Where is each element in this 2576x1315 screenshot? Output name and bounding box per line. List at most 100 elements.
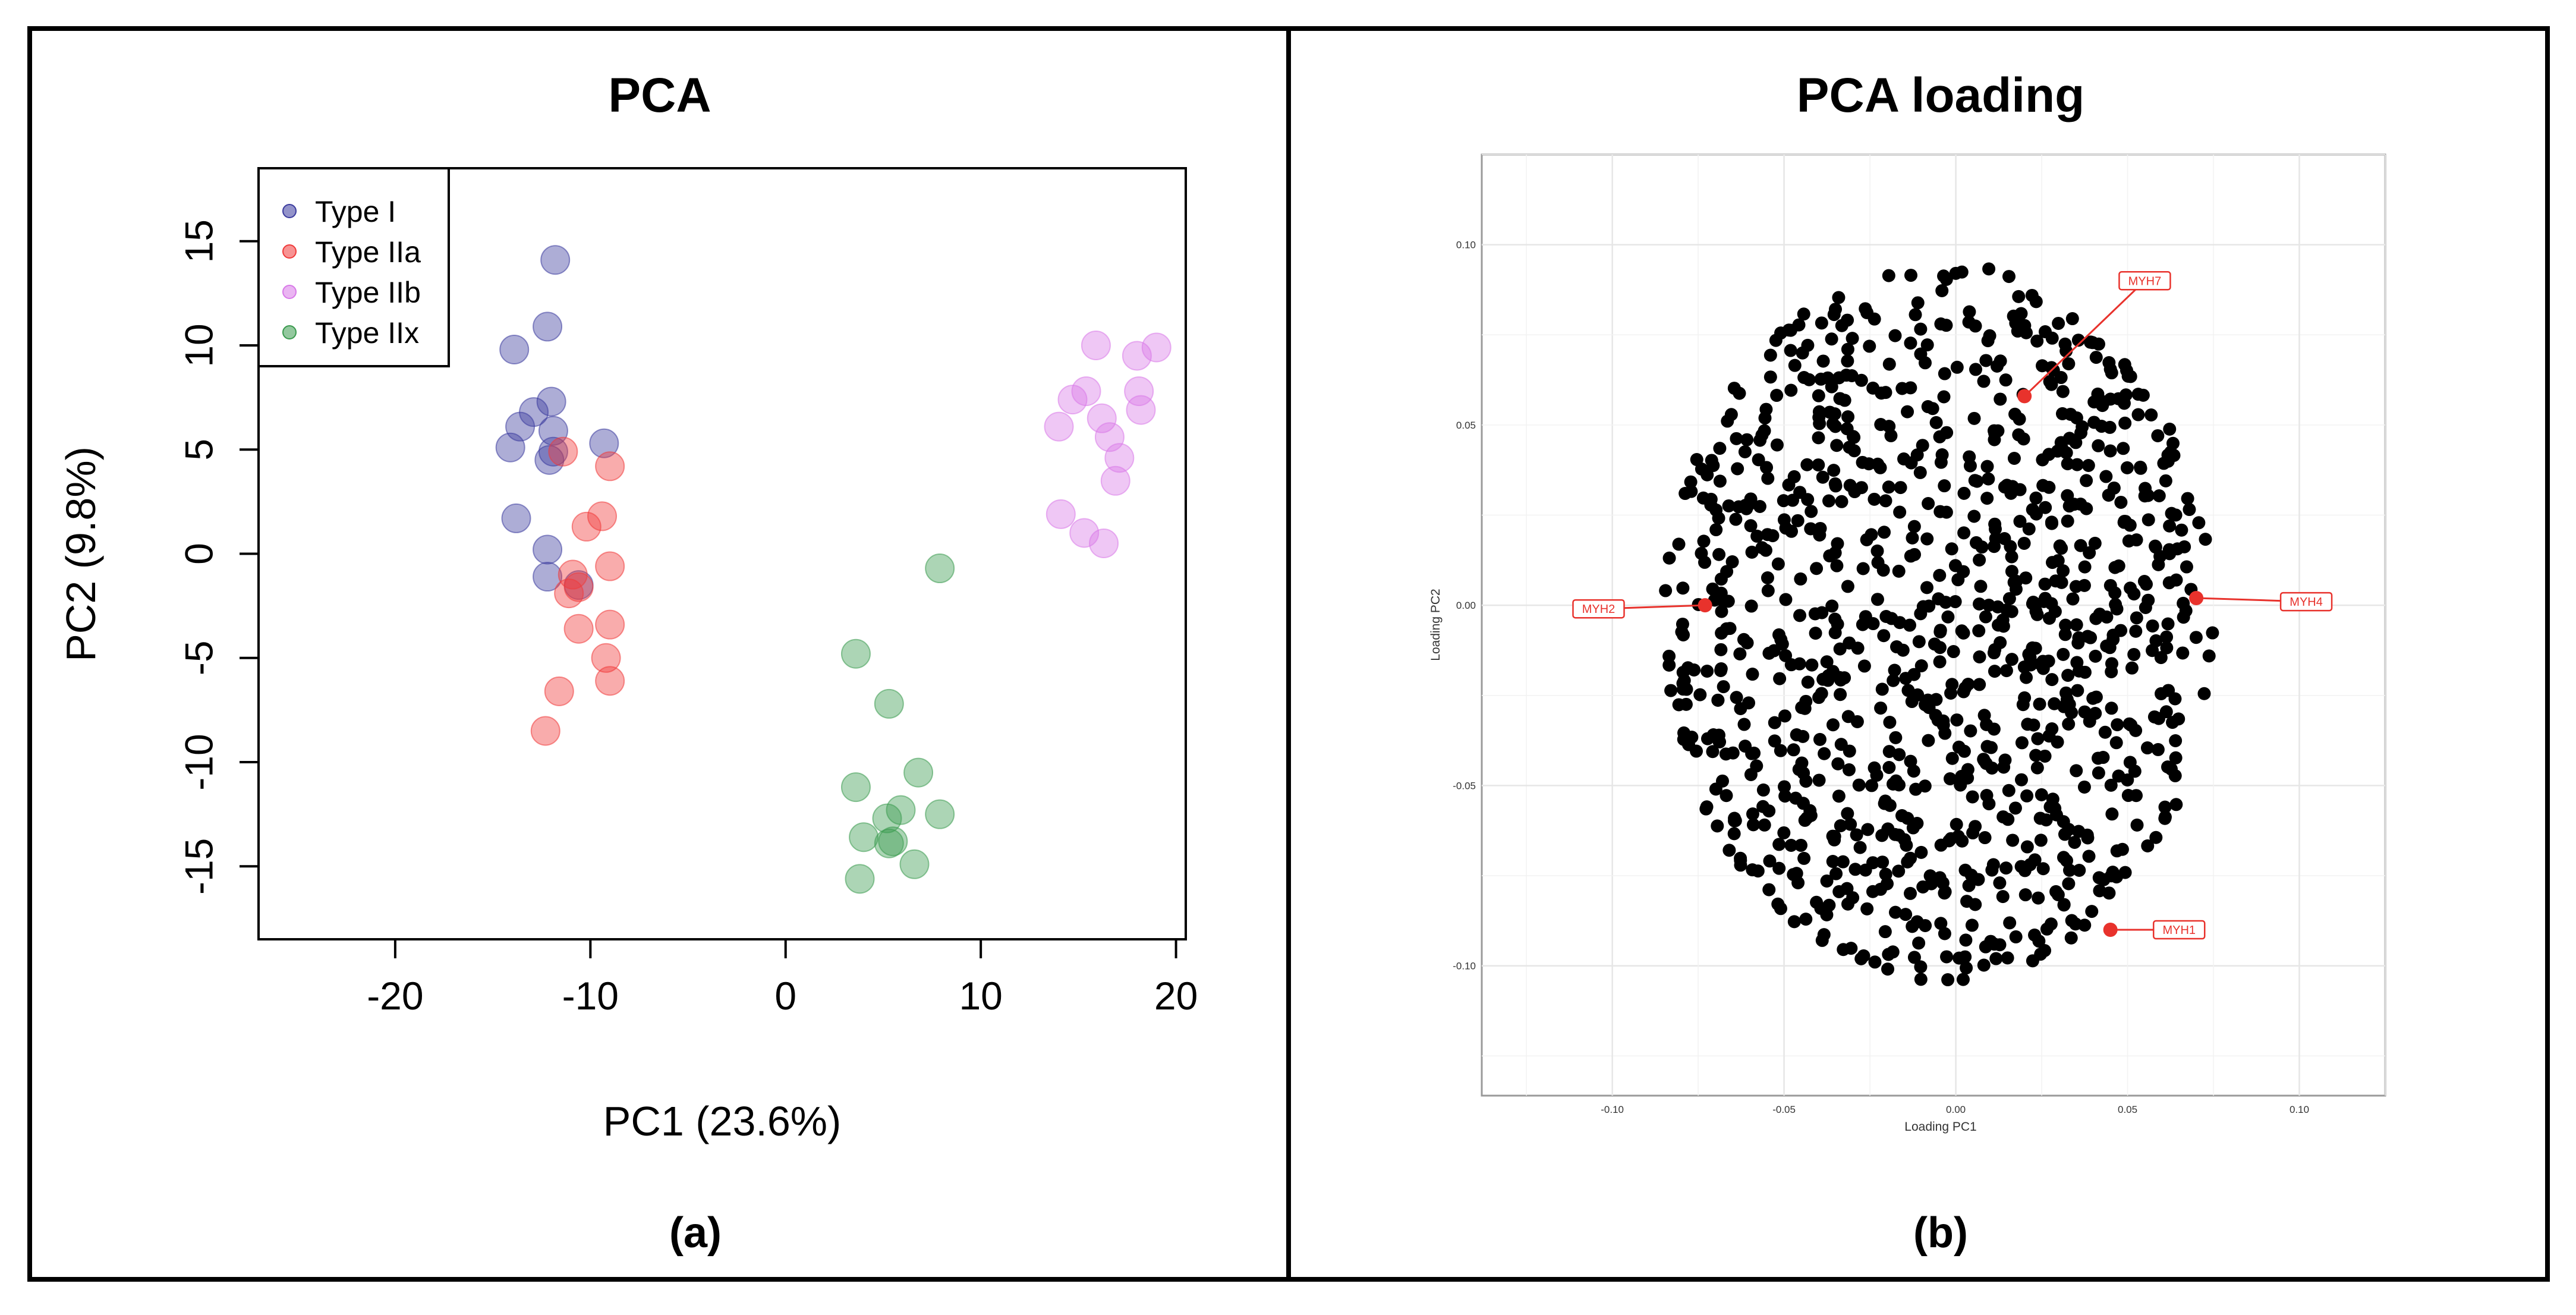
loading-point [2131,408,2145,421]
loading-point [1842,763,1856,776]
gene-label-myh2: MYH2 [1582,603,1615,616]
loading-point [1973,650,1986,663]
loading-point [2118,416,2132,430]
pca-point-type-i [536,386,566,417]
loading-point [1857,659,1871,673]
pca-point-type-iix [899,849,930,879]
pca-point-type-iix [925,799,955,829]
pca-x-axis: -20 -10 0 10 20 [367,938,1198,1018]
loading-point [1957,526,1971,540]
loading-point [1755,429,1769,442]
loading-point [1800,811,1813,825]
loading-point [2092,439,2105,452]
loading-point [1825,599,1839,613]
pca-loading-chart: -0.10 -0.05 0.00 0.05 0.10 -0.10 -0.05 0.00 0.0… [1429,153,2386,1134]
pca-point-type-i [533,562,563,592]
loading-point [1828,626,1842,640]
pca-point-type-iix [840,772,871,803]
loading-point [2035,359,2049,373]
loading-point [1720,622,1733,636]
loading-point [1814,372,1828,386]
loading-point [1721,594,1735,608]
loading-point [1874,418,1888,432]
loading-point [1833,642,1847,656]
loading-point [2036,862,2050,876]
loading-point [2192,516,2206,530]
loading-point [1740,433,1754,446]
loading-point [1991,600,2005,614]
loading-point [1950,360,1964,374]
loading-point [1966,790,1979,804]
loading-point [1777,826,1791,839]
loading-point [1862,457,1876,471]
loading-point [1706,459,1720,473]
loading-point [1909,782,1923,796]
legend-label-type-i: Type I [315,195,396,228]
loading-point [2080,502,2093,515]
loading-point [1881,822,1895,836]
loading-point [2074,539,2087,552]
loading-point [2030,608,2044,621]
loading-point [2068,835,2081,849]
gene-label-myh7: MYH7 [2128,275,2162,288]
loading-point [1794,572,1807,586]
loading-point [2071,636,2085,650]
loading-point [1856,618,1869,631]
loading-point [1994,392,2007,406]
loading-point [1931,713,1945,727]
loading-point [1841,342,1854,356]
pca-point-type-iib [1081,330,1111,360]
loading-point [1988,643,2002,656]
loading-point [1938,367,1951,380]
loading-point [1841,354,1854,368]
loading-point [2005,605,2018,618]
loading-point [1914,845,1928,859]
loading-point [2078,705,2092,719]
loading-point [1934,917,1948,930]
panel-b-frame [1286,26,2550,1282]
loading-point [1746,668,1759,681]
loading-point [1778,709,1791,723]
loading-point [1758,818,1771,832]
loading-point [2077,780,2091,794]
loading-point [2060,693,2074,706]
loading-point [2089,649,2102,663]
loading-point [2110,844,2124,858]
loading-point [2169,734,2183,747]
loading-point [1906,821,1920,835]
loading-point [2158,800,2172,814]
loading-point [1910,448,1924,462]
loading-point [1792,763,1806,776]
loading-point [2003,916,2017,930]
loading-point [1761,471,1775,485]
loading-point [2100,639,2114,653]
loading-point [1744,492,1758,506]
loading-point [1832,371,1846,385]
loading-point [2130,611,2143,625]
loading-point [2073,864,2086,877]
loading-point [1700,732,1714,745]
loading-point [1970,474,1984,488]
loading-point [2020,840,2034,854]
loading-point [2164,445,2178,459]
loading-point [1815,606,1829,619]
pca-point-type-iix [903,757,934,788]
loading-point [1960,895,1974,908]
loading-point [1744,519,1758,533]
loading-point [1825,380,1838,394]
loading-point [1870,544,1884,558]
loading-x-tick-label: 0.00 [1946,1104,1966,1115]
loading-point [1677,726,1691,740]
loading-point [2083,546,2096,559]
loading-point [2082,850,2096,863]
loading-point [1733,386,1746,400]
loading-point [2160,641,2174,655]
loading-point [1886,945,1900,959]
pca-point-type-iia [530,716,560,746]
loading-point [2125,661,2139,675]
loading-point [1914,960,1928,974]
loading-point [2023,858,2037,872]
loading-point [1994,354,2007,368]
loading-point [1913,465,1927,479]
loading-point [1797,371,1811,385]
